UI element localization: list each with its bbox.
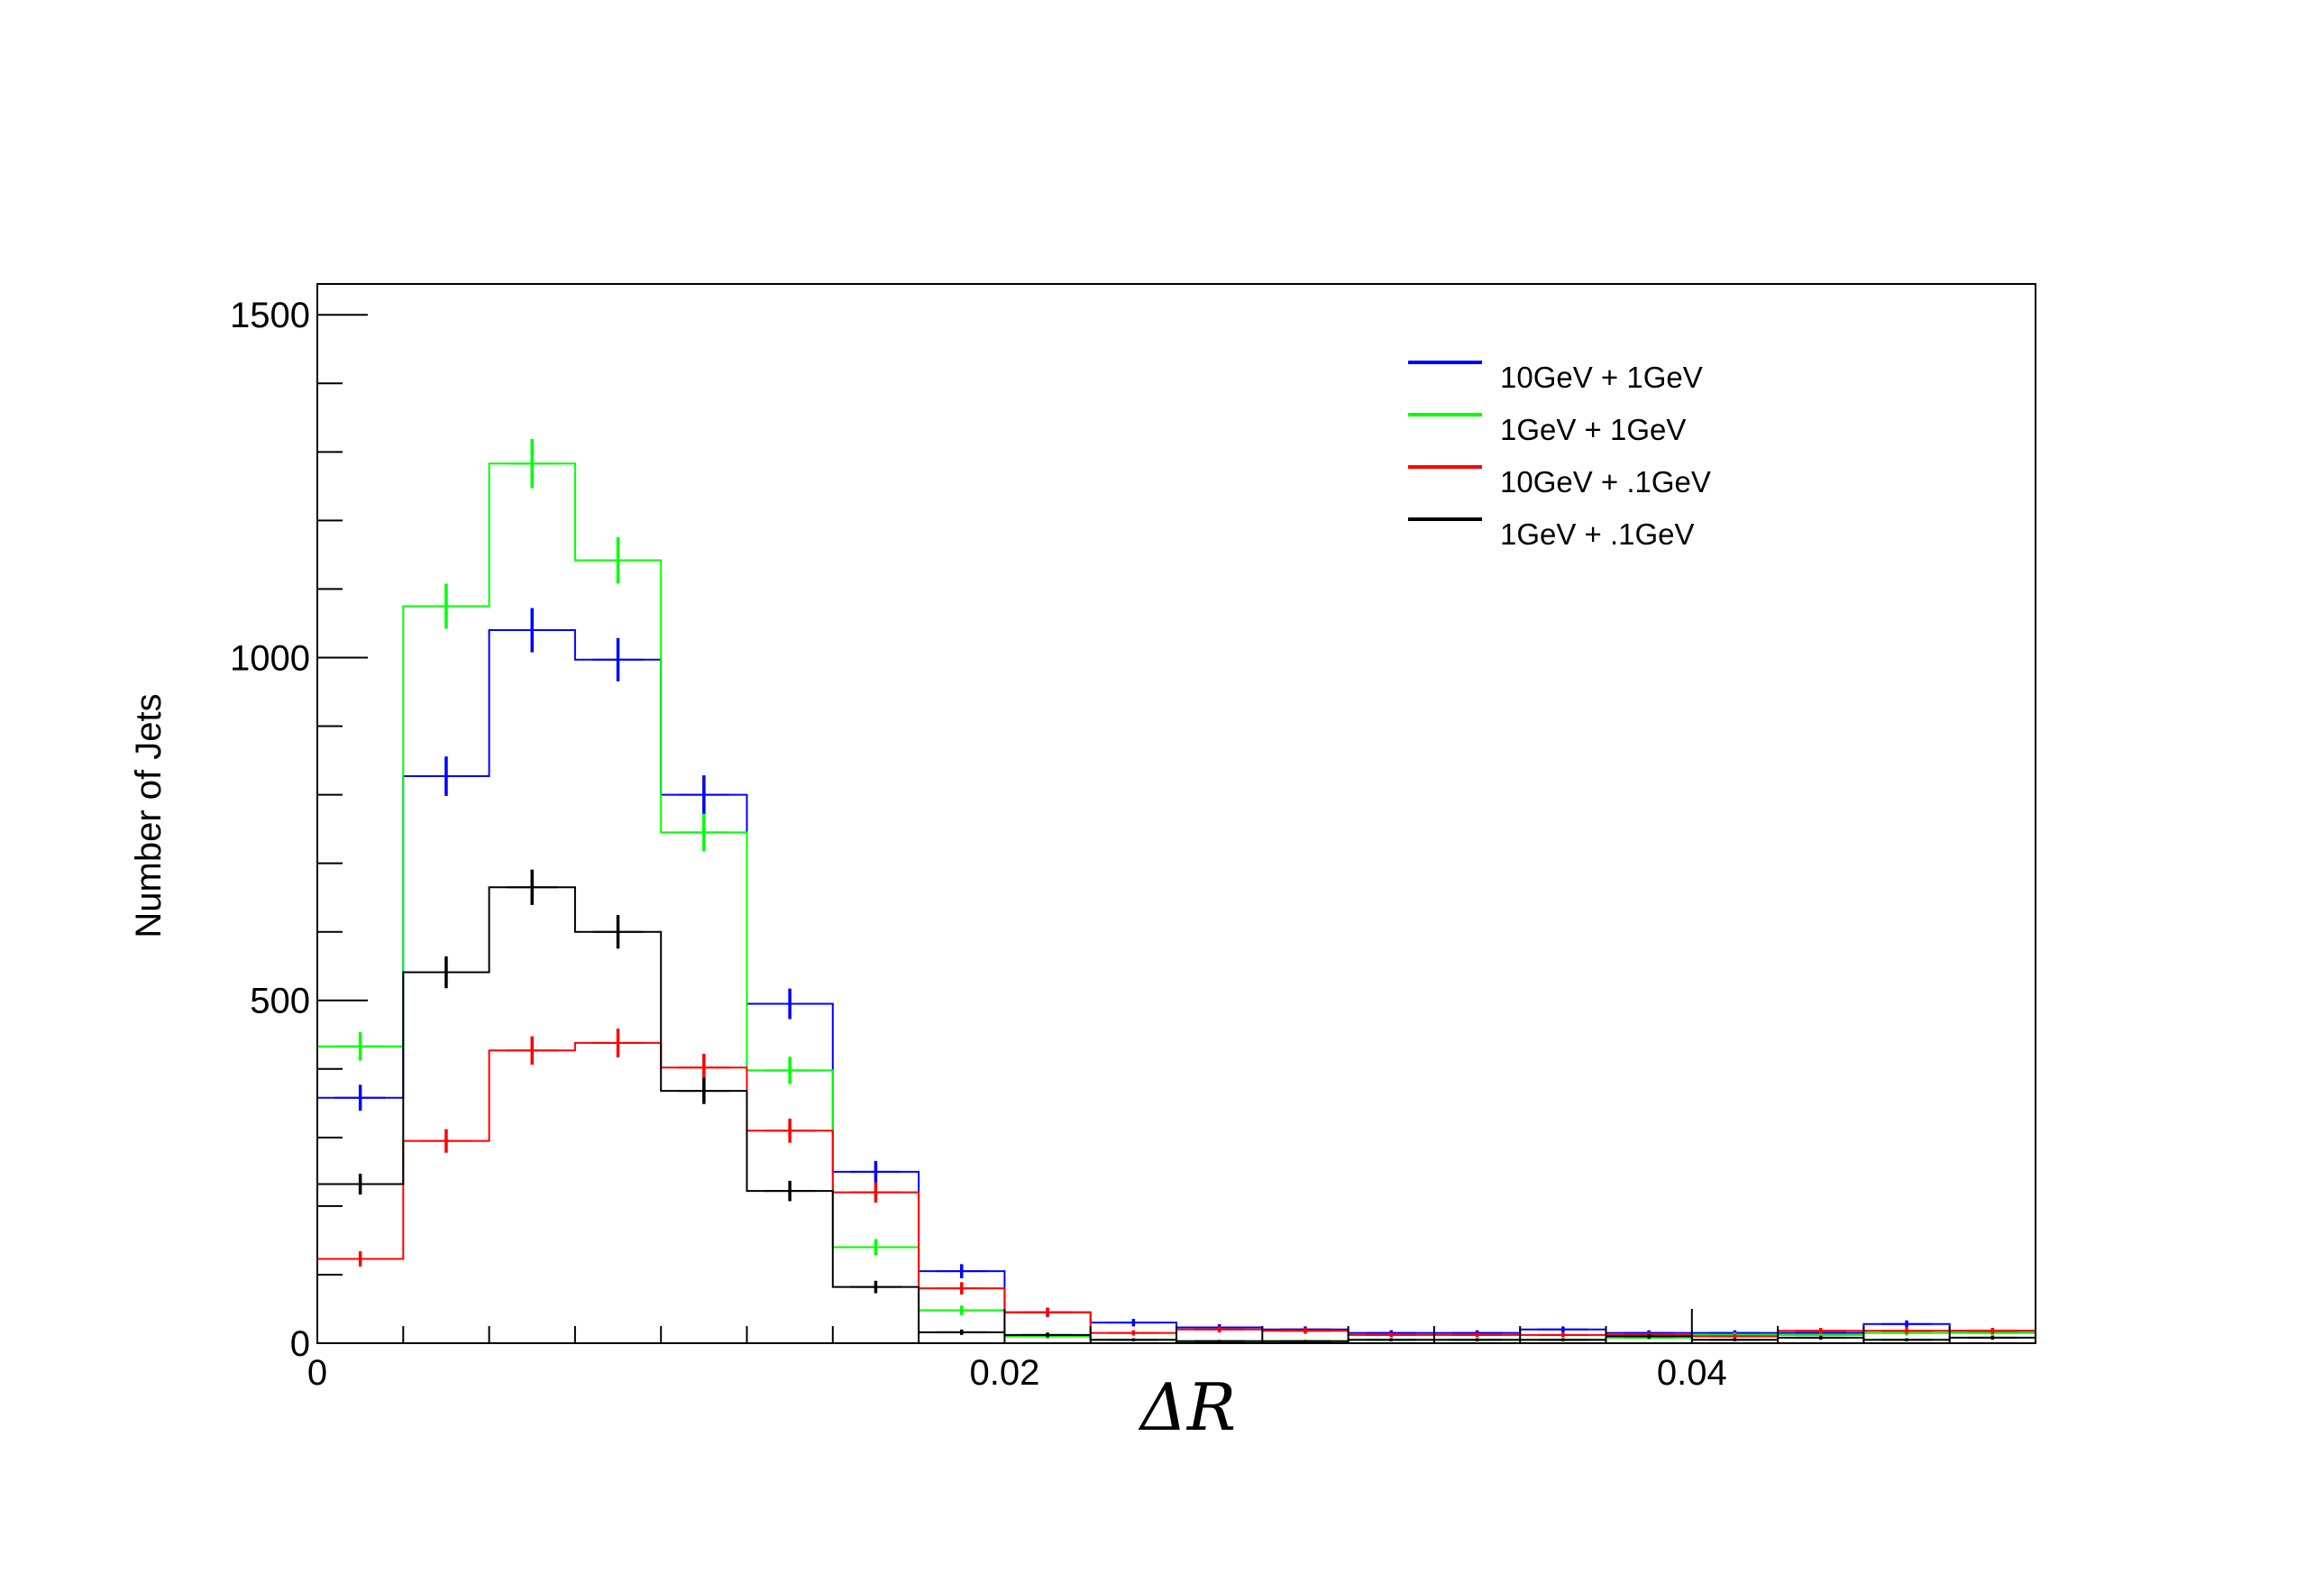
- series-line: [317, 1041, 2036, 1338]
- y-tick-label: 1500: [230, 296, 310, 335]
- series-line: [317, 886, 2036, 1342]
- y-tick-label: 500: [250, 982, 310, 1021]
- series-4: [317, 869, 2036, 1343]
- legend-entry: 1GeV + .1GeV: [1500, 517, 1695, 551]
- x-tick-label: 0.02: [969, 1353, 1039, 1393]
- x-axis-title: ΔR: [1138, 1369, 1236, 1445]
- legend-entry: 10GeV + 1GeV: [1500, 361, 1703, 394]
- y-tick-label: 1000: [230, 638, 310, 678]
- y-tick-label: 0: [290, 1324, 310, 1364]
- y-axis-title: Number of Jets: [129, 693, 169, 938]
- legend: 10GeV + 1GeV 1GeV + 1GeV 10GeV + .1GeV 1GeV…: [1408, 361, 1711, 551]
- x-tick-label: 0: [307, 1353, 327, 1393]
- axes-layer: 0 500 1000 1500 0 0.02 0.04: [230, 283, 2036, 1393]
- legend-entry: 1GeV + 1GeV: [1500, 413, 1686, 446]
- legend-entry: 10GeV + .1GeV: [1500, 465, 1711, 499]
- series-line: [317, 629, 2036, 1334]
- series-3: [317, 1028, 2036, 1339]
- series-layer: [317, 439, 2036, 1343]
- series-1: [317, 608, 2036, 1336]
- plot-frame: [316, 283, 2036, 1344]
- x-tick-label: 0.04: [1657, 1353, 1727, 1393]
